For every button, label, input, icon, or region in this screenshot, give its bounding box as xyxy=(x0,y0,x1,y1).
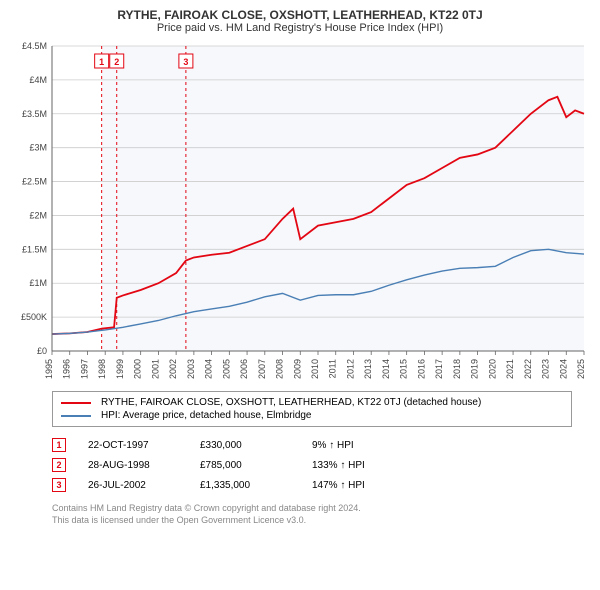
svg-text:£3M: £3M xyxy=(29,143,47,153)
transaction-marker-3: 3 xyxy=(52,478,66,492)
svg-text:2014: 2014 xyxy=(381,359,391,379)
svg-text:2006: 2006 xyxy=(239,359,249,379)
svg-text:2018: 2018 xyxy=(452,359,462,379)
svg-text:1997: 1997 xyxy=(79,359,89,379)
transaction-hpi: 9% ↑ HPI xyxy=(312,440,402,451)
legend-box: RYTHE, FAIROAK CLOSE, OXSHOTT, LEATHERHE… xyxy=(52,391,572,427)
svg-text:£3.5M: £3.5M xyxy=(22,109,47,119)
svg-text:3: 3 xyxy=(183,57,188,67)
svg-text:2007: 2007 xyxy=(257,359,267,379)
legend-swatch-hpi xyxy=(61,415,91,417)
transaction-price: £785,000 xyxy=(200,460,290,471)
footer-line-2: This data is licensed under the Open Gov… xyxy=(52,515,590,527)
svg-text:2013: 2013 xyxy=(363,359,373,379)
svg-text:£500K: £500K xyxy=(21,312,47,322)
svg-text:2022: 2022 xyxy=(523,359,533,379)
legend-label-hpi: HPI: Average price, detached house, Elmb… xyxy=(101,410,312,421)
legend-row-property: RYTHE, FAIROAK CLOSE, OXSHOTT, LEATHERHE… xyxy=(61,396,563,409)
table-row: 3 26-JUL-2002 £1,335,000 147% ↑ HPI xyxy=(52,475,590,495)
svg-text:2008: 2008 xyxy=(275,359,285,379)
legend-label-property: RYTHE, FAIROAK CLOSE, OXSHOTT, LEATHERHE… xyxy=(101,397,481,408)
svg-text:2025: 2025 xyxy=(576,359,586,379)
transaction-price: £330,000 xyxy=(200,440,290,451)
transaction-hpi: 147% ↑ HPI xyxy=(312,480,402,491)
svg-text:£1.5M: £1.5M xyxy=(22,244,47,254)
footer-attribution: Contains HM Land Registry data © Crown c… xyxy=(52,503,590,526)
svg-text:2005: 2005 xyxy=(221,359,231,379)
svg-text:1995: 1995 xyxy=(44,359,54,379)
svg-text:£4.5M: £4.5M xyxy=(22,41,47,51)
svg-text:2000: 2000 xyxy=(133,359,143,379)
svg-text:2010: 2010 xyxy=(310,359,320,379)
svg-text:£1M: £1M xyxy=(29,278,47,288)
transaction-marker-1: 1 xyxy=(52,438,66,452)
line-chart: £0 £500K £1M £1.5M £2M £2.5M £3M £3.5M £4M £4.5M 1… xyxy=(10,40,590,385)
svg-text:£2.5M: £2.5M xyxy=(22,177,47,187)
svg-text:£2M: £2M xyxy=(29,210,47,220)
transaction-date: 28-AUG-1998 xyxy=(88,460,178,471)
svg-text:£4M: £4M xyxy=(29,75,47,85)
svg-text:1998: 1998 xyxy=(97,359,107,379)
svg-text:2012: 2012 xyxy=(345,359,355,379)
svg-text:1: 1 xyxy=(99,57,104,67)
chart-title: RYTHE, FAIROAK CLOSE, OXSHOTT, LEATHERHE… xyxy=(10,8,590,22)
svg-text:2003: 2003 xyxy=(186,359,196,379)
svg-text:2004: 2004 xyxy=(204,359,214,379)
svg-text:2020: 2020 xyxy=(487,359,497,379)
transaction-price: £1,335,000 xyxy=(200,480,290,491)
svg-text:2021: 2021 xyxy=(505,359,515,379)
svg-text:£0: £0 xyxy=(37,346,47,356)
svg-text:2015: 2015 xyxy=(399,359,409,379)
table-row: 2 28-AUG-1998 £785,000 133% ↑ HPI xyxy=(52,455,590,475)
svg-text:2023: 2023 xyxy=(541,359,551,379)
svg-text:1999: 1999 xyxy=(115,359,125,379)
svg-text:2016: 2016 xyxy=(416,359,426,379)
transaction-hpi: 133% ↑ HPI xyxy=(312,460,402,471)
svg-text:2002: 2002 xyxy=(168,359,178,379)
chart-area: £0 £500K £1M £1.5M £2M £2.5M £3M £3.5M £4M £4.5M 1… xyxy=(10,40,590,385)
transaction-date: 22-OCT-1997 xyxy=(88,440,178,451)
legend-row-hpi: HPI: Average price, detached house, Elmb… xyxy=(61,409,563,422)
svg-text:2024: 2024 xyxy=(558,359,568,379)
svg-text:1996: 1996 xyxy=(62,359,72,379)
chart-container: RYTHE, FAIROAK CLOSE, OXSHOTT, LEATHERHE… xyxy=(0,0,600,534)
svg-text:2019: 2019 xyxy=(470,359,480,379)
transaction-table: 1 22-OCT-1997 £330,000 9% ↑ HPI 2 28-AUG… xyxy=(52,435,590,495)
legend-swatch-property xyxy=(61,402,91,404)
svg-text:2017: 2017 xyxy=(434,359,444,379)
svg-text:2: 2 xyxy=(114,57,119,67)
transaction-date: 26-JUL-2002 xyxy=(88,480,178,491)
svg-text:2001: 2001 xyxy=(150,359,160,379)
chart-subtitle: Price paid vs. HM Land Registry's House … xyxy=(10,22,590,34)
table-row: 1 22-OCT-1997 £330,000 9% ↑ HPI xyxy=(52,435,590,455)
transaction-marker-2: 2 xyxy=(52,458,66,472)
svg-text:2009: 2009 xyxy=(292,359,302,379)
svg-text:2011: 2011 xyxy=(328,359,338,378)
footer-line-1: Contains HM Land Registry data © Crown c… xyxy=(52,503,590,515)
